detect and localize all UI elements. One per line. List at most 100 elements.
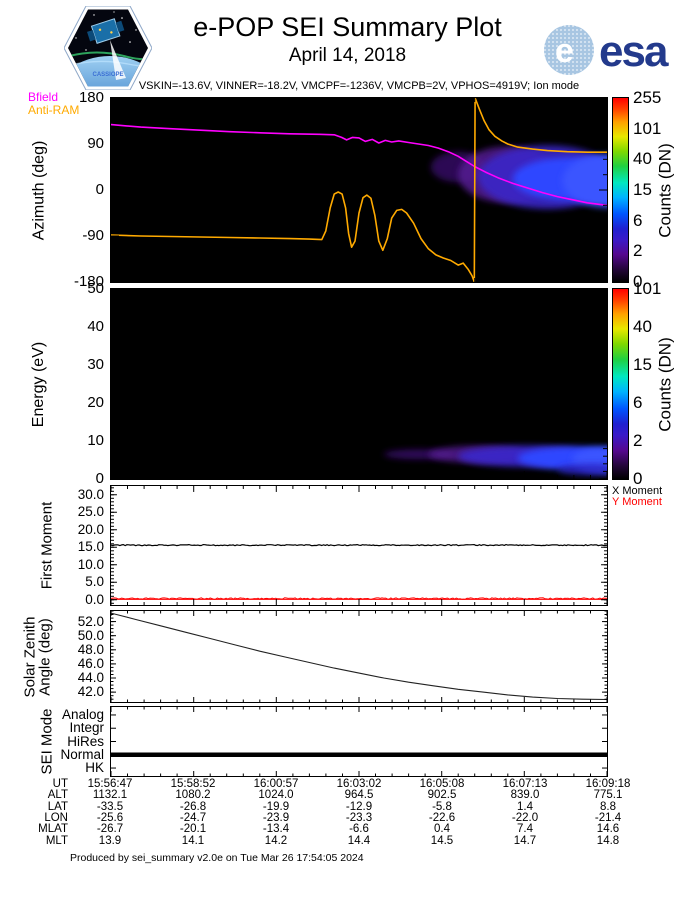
y-tick-label: 30 <box>87 356 104 374</box>
y-tick-label: Analog <box>61 707 104 723</box>
y-tick-label: 50.0 <box>77 627 104 643</box>
ephemeris-value: 16:05:08 <box>419 778 465 790</box>
colorbar-tick-label: 40 <box>633 317 652 336</box>
ephemeris-value: -24.7 <box>179 811 207 824</box>
voltage-settings-line: VSKIN=-13.6V, VINNER=-18.2V, VMCPF=-1236… <box>138 80 580 92</box>
spectrogram-region <box>557 463 607 476</box>
y-tick-label: 10 <box>87 432 104 450</box>
azimuth-panel: Azimuth (deg) 180 90 0 -90 -180 <box>31 89 608 290</box>
y-tick-label: HiRes <box>67 733 104 749</box>
spectrogram-region <box>562 154 607 208</box>
ephemeris-value: 14.7 <box>513 834 537 847</box>
azimuth-plot <box>111 98 607 282</box>
ephemeris-value: 14.1 <box>181 834 205 847</box>
y-tick-label: 42.0 <box>77 684 104 700</box>
colorbar-tick-label: 40 <box>633 149 652 169</box>
ephemeris-value: 16:03:02 <box>336 778 382 790</box>
ephemeris-value: -20.1 <box>179 823 207 836</box>
ephemeris-value: 902.5 <box>427 789 457 802</box>
y-tick-label: 30.0 <box>77 486 104 502</box>
colorbar-tick-label: 255 <box>633 88 662 107</box>
ephemeris-row-label: LAT <box>47 800 68 813</box>
y-tick-label: 46.0 <box>77 656 104 672</box>
ephemeris-value: -22.6 <box>428 811 456 824</box>
y-tick-label: 90 <box>87 135 104 153</box>
ephemeris-value: -6.6 <box>349 823 369 836</box>
colorbar-tick-label: 2 <box>633 431 643 450</box>
energy-colorbar: Counts (DN) 0 2 6 15 40 101 <box>612 279 675 488</box>
x-moment-line <box>111 543 607 547</box>
ephemeris-value: -22.0 <box>511 811 539 824</box>
ephemeris-value: -23.3 <box>345 811 373 824</box>
ephemeris-value: 14.2 <box>264 834 288 847</box>
mission-patch-icon: CASSIOPE <box>63 5 153 91</box>
y-tick-label: 15.0 <box>77 539 104 555</box>
solar-zenith-plot <box>111 611 607 702</box>
y-tick-label: 20.0 <box>77 521 104 537</box>
ephemeris-value: -19.9 <box>262 800 290 813</box>
ephemeris-value: 14.6 <box>596 823 620 836</box>
ephemeris-value: 1080.2 <box>175 789 211 802</box>
colorbar-tick-label: 15 <box>633 355 652 374</box>
ephemeris-row-alt: ALT 1132.1 1080.2 1024.0 964.5 902.5 839.0 775.… <box>0 789 695 802</box>
solar-zenith-panel: Solar Zenith Angle (deg) 52.0 50.0 48.0 46.… <box>21 610 608 703</box>
y-tick-label: 52.0 <box>77 613 104 629</box>
ephemeris-value: 14.8 <box>596 834 620 847</box>
esa-text: esa <box>599 27 669 76</box>
ephemeris-value: 0.4 <box>434 823 450 836</box>
y-tick-label: 0.0 <box>85 591 104 607</box>
footer-produced-by: Produced by sei_summary v2.0e on Tue Mar… <box>70 852 364 864</box>
energy-plot <box>111 289 607 479</box>
colorbar-gradient <box>613 98 628 282</box>
colorbar-tick-label: 101 <box>633 279 662 298</box>
ephemeris-value: 7.4 <box>517 823 533 836</box>
y-tick-label: -90 <box>82 227 104 245</box>
ephemeris-value: -26.7 <box>96 823 124 836</box>
y-tick-label: 40 <box>87 318 104 336</box>
ephemeris-row-label: MLAT <box>38 823 68 836</box>
ephemeris-row-mlt: MLT 13.9 14.1 14.2 14.4 14.5 14.7 14.8 <box>0 834 695 847</box>
y-tick-label: 10.0 <box>77 556 104 572</box>
ephemeris-value: 8.8 <box>600 800 616 813</box>
y-tick-label: 48.0 <box>77 641 104 657</box>
ephemeris-row-lon: LON -25.6 -24.7 -23.9 -23.3 -22.6 -22.0 -21.4 <box>0 811 695 824</box>
ephemeris-value: -13.4 <box>262 823 290 836</box>
ephemeris-value: 14.5 <box>430 834 454 847</box>
esa-logo: e esa <box>543 24 683 81</box>
cassiope-mission-patch: CASSIOPE <box>63 5 153 95</box>
ephemeris-table: UT 15:56:47 15:58:52 16:00:57 16:03:02 16:05:… <box>0 778 695 849</box>
bfield-line <box>111 123 607 207</box>
svg-text:e: e <box>555 32 574 70</box>
colorbar-tick-label: 101 <box>633 118 662 138</box>
ephemeris-row-lat: LAT -33.5 -26.8 -19.9 -12.9 -5.8 1.4 8.8 <box>0 800 695 813</box>
plot-date: April 14, 2018 <box>288 45 407 66</box>
ephemeris-value: -5.8 <box>432 800 452 813</box>
ephemeris-value: -33.5 <box>96 800 124 813</box>
colorbar-tick-label: 6 <box>633 393 643 412</box>
ephemeris-value: 775.1 <box>593 789 623 802</box>
first-moment-legend: X Moment Y Moment <box>612 486 662 508</box>
ephemeris-value: 14.4 <box>347 834 371 847</box>
ephemeris-value: -26.8 <box>179 800 207 813</box>
y-tick-label: 0 <box>95 470 104 488</box>
ephemeris-row-label: LON <box>44 811 68 824</box>
ephemeris-value: 1024.0 <box>258 789 294 802</box>
ephemeris-value: 16:00:57 <box>253 778 299 790</box>
colorbar-tick-label: 0 <box>633 272 643 291</box>
ephemeris-value: 15:56:47 <box>87 778 133 790</box>
energy-panel: Energy (eV) 50 40 30 20 10 0 <box>31 280 608 487</box>
esa-logo-icon: e esa <box>544 25 671 76</box>
y-tick-label: Integr <box>69 720 104 736</box>
colorbar-gradient <box>613 289 628 479</box>
colorbar-tick-label: 0 <box>633 469 643 488</box>
colorbar-tick-label: 2 <box>633 241 643 261</box>
ephemeris-row-label: UT <box>52 778 68 790</box>
ephemeris-row-mlat: MLAT -26.7 -20.1 -13.4 -6.6 0.4 7.4 14.6 <box>0 823 695 836</box>
solar-zenith-angle-line <box>111 612 607 701</box>
legend-x-moment: X Moment <box>612 485 663 497</box>
y-tick-label: 0 <box>95 181 104 199</box>
patch-text: CASSIOPE <box>92 72 123 78</box>
y-tick-label: Normal <box>60 746 104 762</box>
ephemeris-row-label: MLT <box>45 834 68 847</box>
colorbar-tick-label: 15 <box>633 180 652 199</box>
